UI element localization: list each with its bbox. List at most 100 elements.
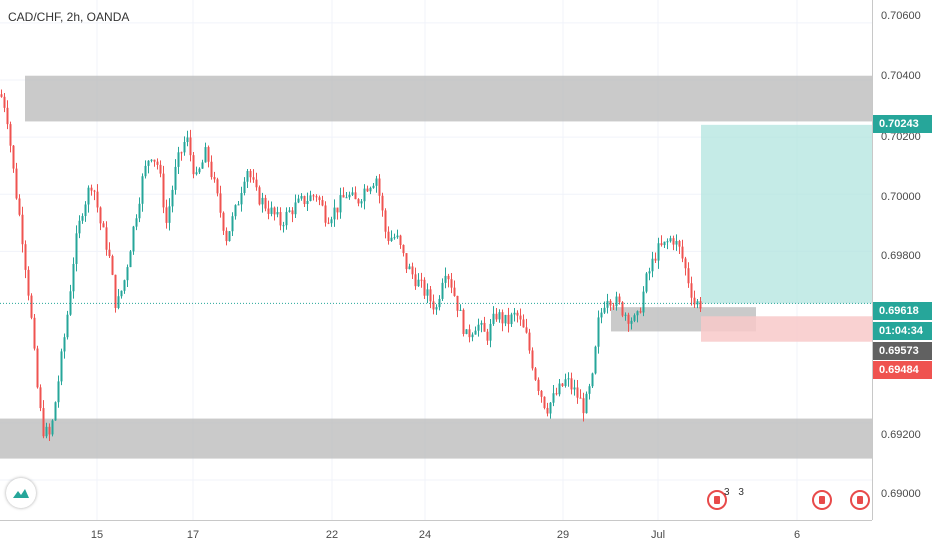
candle-body (249, 171, 252, 178)
candle-body (297, 198, 300, 203)
candle-body (432, 301, 435, 310)
candle-body (174, 166, 177, 190)
calendar-event-icon[interactable] (707, 490, 727, 510)
time-tick: 15 (90, 529, 104, 541)
logo-mark-icon (13, 489, 29, 498)
candle-body (291, 210, 294, 215)
candle-body (504, 314, 507, 324)
stop-loss-zone (701, 316, 872, 342)
candle-body (132, 226, 135, 252)
candle-body (90, 187, 93, 191)
candle-body (333, 207, 336, 220)
candle-body (603, 307, 606, 313)
calendar-event-icon[interactable] (850, 490, 870, 510)
candle-body (624, 314, 627, 316)
candle-body (522, 319, 525, 328)
candle-body (633, 315, 636, 321)
candle-body (471, 334, 474, 338)
candle-body (210, 161, 213, 178)
chart-area[interactable]: CAD/CHF, 2h, OANDA 3 3 (0, 0, 872, 520)
candle-body (612, 305, 615, 307)
candle-body (138, 203, 141, 219)
candle-body (234, 205, 237, 217)
candle-body (309, 195, 312, 201)
candle-body (42, 408, 45, 437)
candle-body (516, 312, 519, 316)
candle-body (663, 241, 666, 246)
candle-body (678, 241, 681, 247)
candle-body (57, 381, 60, 403)
price-tick: 0.69000 (881, 488, 921, 500)
candle-body (195, 172, 198, 175)
time-axis[interactable]: 15 17 22 24 29 Jul 6 (0, 520, 872, 550)
candle-body (150, 159, 153, 161)
candle-body (225, 230, 228, 242)
candle-body (642, 291, 645, 313)
candle-body (378, 178, 381, 196)
candle-body (126, 267, 129, 281)
candle-body (327, 222, 330, 224)
candle-body (423, 279, 426, 296)
price-tick: 0.70400 (881, 70, 921, 82)
candle-body (417, 279, 420, 287)
candle-body (48, 426, 51, 435)
candle-body (189, 137, 192, 156)
price-tick: 0.69800 (881, 250, 921, 262)
candle-body (462, 309, 465, 335)
candle-body (363, 188, 366, 202)
candle-body (609, 300, 612, 306)
candle-body (444, 275, 447, 283)
candle-body (285, 211, 288, 226)
candle-body (75, 233, 78, 264)
candle-body (231, 216, 234, 232)
chart-canvas[interactable] (0, 0, 872, 520)
candle-body (600, 312, 603, 318)
candle-body (447, 275, 450, 280)
candle-body (168, 206, 171, 223)
candle-body (540, 390, 543, 397)
candle-body (186, 137, 189, 142)
candle-body (324, 205, 327, 223)
candle-body (213, 177, 216, 180)
candle-body (135, 218, 138, 227)
candle-body (549, 402, 552, 414)
calendar-event-icon[interactable] (812, 490, 832, 510)
candle-body (270, 207, 273, 214)
profit-target-zone (701, 124, 872, 304)
candle-body (39, 387, 42, 409)
candle-body (81, 216, 84, 221)
candle-body (669, 238, 672, 242)
target-price-tag: 0.70243 (873, 115, 932, 133)
candle-body (384, 210, 387, 232)
candle-body (33, 317, 36, 349)
candle-body (618, 296, 621, 303)
candle-body (123, 280, 126, 291)
candle-body (27, 269, 30, 296)
candle-body (348, 194, 351, 198)
time-tick: 29 (556, 529, 570, 541)
candle-body (426, 289, 429, 296)
candle-body (687, 268, 690, 284)
candle-body (3, 96, 6, 108)
candle-body (204, 147, 207, 163)
candle-body (261, 197, 264, 205)
candle-body (474, 330, 477, 335)
symbol-title: CAD/CHF, 2h, OANDA (8, 10, 130, 24)
candle-body (117, 296, 120, 309)
candle-body (699, 301, 702, 309)
candle-body (66, 314, 69, 338)
candle-body (156, 161, 159, 165)
candle-body (414, 274, 417, 287)
candle-body (147, 160, 150, 166)
candle-body (519, 315, 522, 320)
candle-body (60, 351, 63, 382)
candle-body (567, 378, 570, 380)
price-axis[interactable]: 0.70600 0.70400 0.70200 0.70000 0.69800 … (872, 0, 932, 520)
candle-body (648, 271, 651, 274)
candle-body (570, 378, 573, 390)
tradingview-logo-icon[interactable] (6, 478, 36, 508)
candle-body (552, 393, 555, 403)
entry-price-tag: 0.69573 (873, 342, 932, 360)
candle-body (486, 331, 489, 341)
candle-body (396, 235, 399, 238)
